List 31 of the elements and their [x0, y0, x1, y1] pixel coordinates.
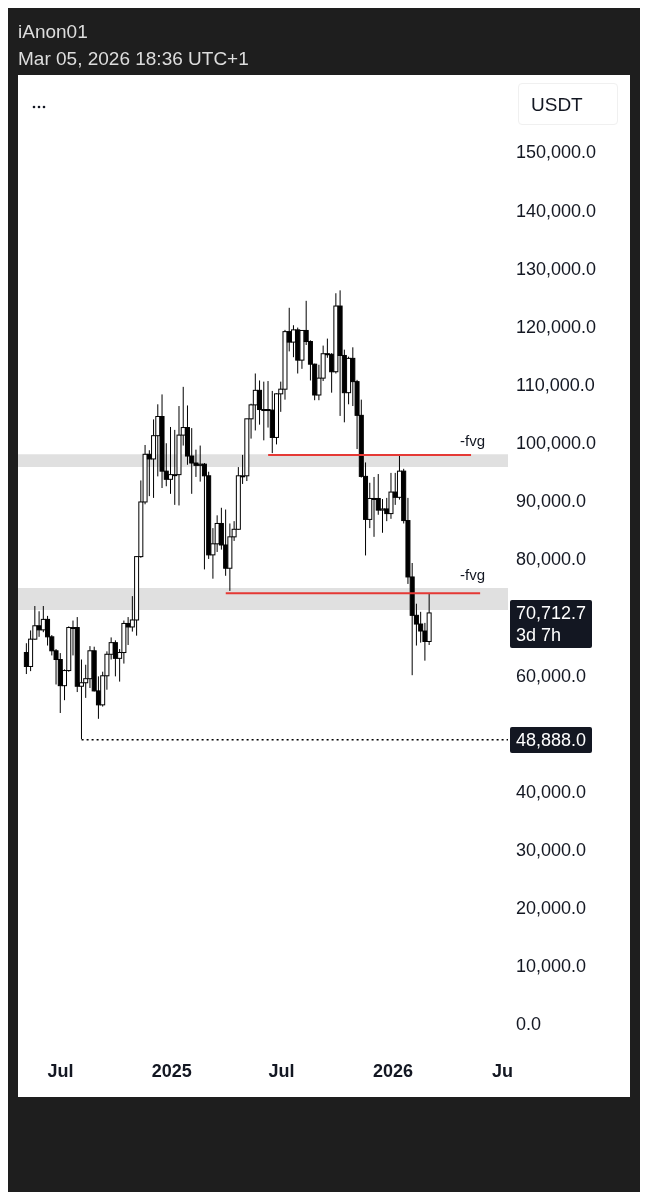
text: 70,712.7	[516, 601, 587, 624]
chart-subtitle: Mar 05, 2026 18:36 UTC+1	[18, 47, 249, 71]
y-tick-label: 20,000.0	[516, 898, 587, 919]
candlestick	[371, 476, 377, 538]
x-tick-label: Jul	[47, 1060, 74, 1081]
y-tick-label: 60,000.0	[516, 665, 587, 686]
band-label: -fvg	[460, 566, 486, 583]
y-axis-title: USDT	[518, 83, 618, 125]
text: 3d 7h	[516, 623, 563, 646]
text: 48,888.0	[516, 728, 587, 751]
y-tick-label: 10,000.0	[516, 956, 587, 977]
y-tick-label: 80,000.0	[516, 549, 587, 570]
x-tick-label: Ju	[492, 1060, 514, 1081]
y-tick-label: 150,000.0	[516, 142, 597, 163]
chart-title: iAnon01	[18, 20, 89, 44]
y-tick-label: 140,000.0	[516, 200, 597, 221]
y-tick-label: 120,000.0	[516, 316, 597, 337]
band-label: -fvg	[460, 432, 486, 450]
y-tick-label: 110,000.0	[516, 374, 595, 395]
y-tick-label: 130,000.0	[516, 258, 597, 279]
x-tick-label: 2026	[372, 1060, 413, 1081]
candlestick	[380, 498, 385, 534]
y-tick-label: 30,000.0	[516, 839, 587, 860]
x-tick-label: 2025	[151, 1060, 192, 1081]
x-tick-label: Jul	[268, 1060, 295, 1081]
y-tick-label: 100,000.0	[516, 433, 597, 454]
y-tick-label: 90,000.0	[516, 491, 587, 512]
candlestick	[36, 610, 42, 638]
candlestick	[388, 472, 394, 520]
y-tick-label: 40,000.0	[516, 781, 587, 802]
y-tick-label: 0.0	[516, 1014, 542, 1035]
